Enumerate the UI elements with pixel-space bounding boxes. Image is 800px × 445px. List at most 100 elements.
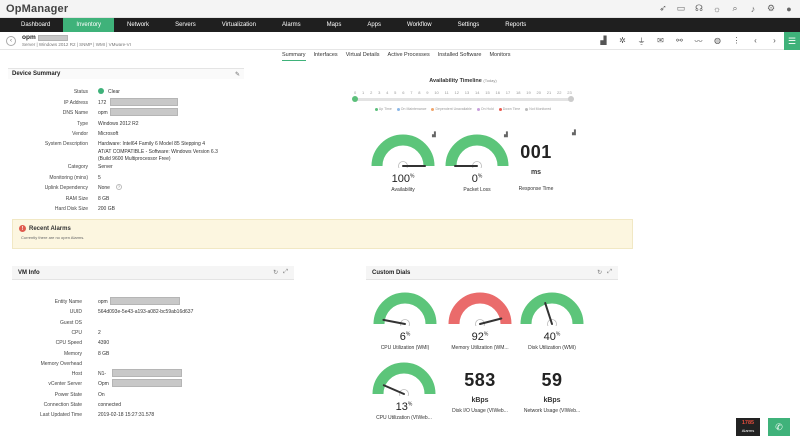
device-subtitle: Server | Windows 2012 R2 | SNMP | WMI | … — [22, 42, 131, 47]
vm-row-label: Guest OS — [60, 319, 82, 326]
refresh-icon[interactable]: ↻ — [273, 270, 279, 276]
timeline-tick: 3 — [378, 90, 381, 95]
dial-label: CPU Utilization (VIWeb... — [376, 415, 432, 421]
legend-dot — [525, 107, 529, 111]
dial-unit: % — [555, 331, 561, 338]
timeline-start-handle[interactable] — [352, 96, 358, 102]
plug-icon[interactable]: ⏚ — [637, 37, 646, 46]
nav-network[interactable]: Network — [127, 22, 150, 28]
gauge-arc — [448, 292, 512, 325]
hamburger-menu-button[interactable]: ☰ — [784, 32, 800, 50]
edit-icon[interactable]: ✎ — [234, 71, 240, 78]
gauge-arc — [373, 292, 437, 325]
nav-reports[interactable]: Reports — [505, 22, 527, 28]
timeline-tick: 8 — [418, 90, 421, 95]
back-button[interactable]: ‹ — [6, 35, 16, 46]
rocket-icon[interactable]: ➶ — [659, 3, 667, 13]
gear-icon[interactable]: ⚙ — [766, 3, 776, 13]
masked-text — [110, 297, 180, 305]
nav-virtualization[interactable]: Virtualization — [221, 22, 256, 28]
search-icon[interactable]: ⌕ — [732, 3, 738, 13]
timeline-tick: 19 — [526, 90, 531, 95]
summary-row-value: AT/AT COMPATIBLE - Software: Windows Ver… — [98, 149, 218, 155]
expand-icon[interactable]: ⤢ — [607, 269, 612, 275]
summary-row-label: Uplink Dependency — [44, 185, 88, 191]
memory-wmi-dial — [448, 292, 512, 329]
tab-virtual-details[interactable]: Virtual Details — [345, 52, 380, 58]
tab-monitors[interactable]: Monitors — [489, 52, 511, 58]
next-icon[interactable]: › — [773, 36, 776, 45]
user-icon[interactable]: ● — [786, 3, 792, 14]
settings-icon[interactable]: ✲ — [619, 36, 626, 45]
network-usage-widget: 59 kBps Network Usage (VIWeb... — [514, 370, 590, 414]
chat-button[interactable]: ✆ — [768, 418, 790, 436]
nav-settings[interactable]: Settings — [457, 22, 480, 28]
app-brand: OpManager — [6, 2, 69, 15]
more-icon[interactable]: ⋮ — [732, 36, 741, 45]
nav-servers[interactable]: Servers — [175, 22, 196, 28]
disk-io-unit: kBps — [471, 397, 489, 404]
vm-info-panel: VM Info ↻ ⤢ Entity Name opm UUID 564d093e-5e… — [12, 266, 294, 424]
vm-row-value: 2 — [98, 329, 101, 336]
device-tabs: Summary Interfaces Virtual Details Activ… — [282, 52, 511, 61]
timeline-tick: 2 — [370, 90, 373, 95]
tab-installed-software[interactable]: Installed Software — [437, 52, 482, 58]
nav-apps[interactable]: Apps — [367, 22, 382, 28]
timeline-tick: 7 — [410, 90, 413, 95]
tab-active-processes[interactable]: Active Processes — [387, 52, 430, 58]
summary-row-value: Hardware: Intel64 Family 6 Model 85 Step… — [98, 141, 206, 147]
summary-row-label: RAM Size — [65, 196, 88, 202]
dial-label: CPU Utilization (WMI) — [380, 345, 430, 351]
dial-value: 92 — [471, 331, 484, 343]
nav-alarms[interactable]: Alarms — [281, 22, 301, 28]
timeline-tick: 15 — [485, 90, 490, 95]
vm-row-value: 564d093e-5e43-a193-a082-bc59ab16d637 — [98, 309, 194, 316]
trend-icon[interactable]: 〰 — [694, 37, 703, 46]
link-icon[interactable]: ⚯ — [676, 36, 683, 45]
dial-cpu-wmi: 6% CPU Utilization (WMI) — [370, 292, 440, 351]
legend-dot — [374, 107, 378, 111]
alert-icon[interactable]: ✉ — [657, 36, 664, 45]
timeline-end-handle[interactable] — [568, 96, 574, 102]
response-time-value: 001 — [520, 142, 552, 162]
monitor-icon[interactable]: ▭ — [676, 3, 686, 13]
custom-dials-title: Custom Dials — [372, 269, 411, 276]
lightbulb-icon[interactable]: ☼ — [712, 3, 722, 14]
nav-maps[interactable]: Maps — [326, 22, 342, 28]
bell-icon[interactable]: ♪ — [750, 3, 756, 14]
summary-row-value: 8 GB — [98, 196, 110, 202]
tab-interfaces[interactable]: Interfaces — [313, 52, 338, 58]
vm-row-label: Last Updated Time — [40, 412, 82, 419]
summary-row-label: Status — [73, 89, 88, 95]
timeline-legend-item: On Maintenance — [396, 107, 426, 111]
help-icon[interactable]: ? — [116, 184, 122, 190]
graph-icon[interactable]: ▟ — [600, 36, 607, 45]
timeline-tick: 17 — [505, 90, 511, 95]
timeline-tick: 18 — [516, 90, 521, 95]
packet-loss-unit: % — [477, 173, 483, 180]
alarm-count: 1785 — [741, 420, 755, 426]
tab-summary[interactable]: Summary — [282, 52, 306, 61]
legend-dot — [396, 107, 400, 111]
disk-io-value: 583 — [464, 370, 496, 390]
gauge-needle — [544, 302, 553, 325]
timeline-tick: 20 — [536, 90, 541, 95]
network-usage-label: Network Usage (VIWeb... — [523, 408, 581, 414]
disk-io-widget: 583 kBps Disk I/O Usage (VIWeb... — [442, 370, 518, 414]
alarm-count-badge[interactable]: 1785 Alarms — [736, 418, 760, 436]
device-summary-title: Device Summary — [12, 71, 61, 77]
summary-row-value: (Build 9600 Multiprocessor Free) — [98, 156, 171, 162]
nav-dashboard[interactable]: Dashboard — [21, 22, 51, 28]
timeline-tick: 13 — [464, 90, 470, 95]
prev-icon[interactable]: ‹ — [754, 36, 757, 45]
refresh-icon[interactable]: ↻ — [597, 270, 603, 276]
globe-icon[interactable]: ◍ — [714, 36, 721, 45]
masked-text — [112, 369, 182, 378]
packet-loss-value: 0 — [471, 173, 478, 185]
timeline-title: Availability Timeline — [429, 78, 482, 84]
expand-icon[interactable]: ⤢ — [283, 269, 288, 275]
vm-row-label: Connection State — [43, 402, 82, 408]
nav-workflow[interactable]: Workflow — [407, 22, 432, 28]
headset-icon[interactable]: ☊ — [695, 3, 703, 13]
nav-inventory[interactable]: Inventory — [63, 18, 115, 32]
